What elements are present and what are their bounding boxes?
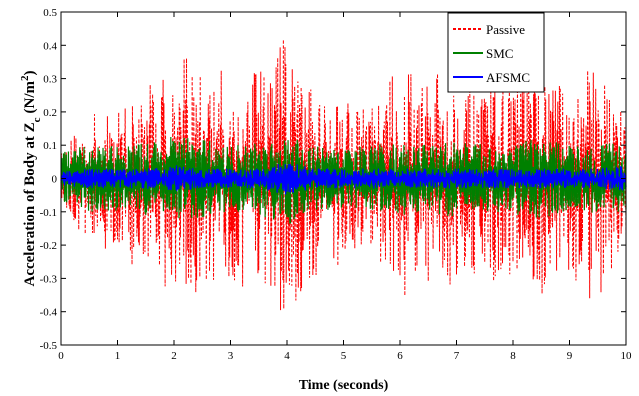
y-tick-label: 0.3: [43, 74, 57, 86]
series-line-afsmc: [60, 163, 627, 195]
y-tick-label: -0.1: [40, 207, 57, 219]
legend: Passive SMC AFSMC: [447, 12, 545, 93]
x-tick-label: 4: [284, 350, 290, 362]
y-axis-title-main: Acceleration of Body at Z: [22, 122, 38, 286]
y-tick-label: 0.1: [43, 140, 57, 152]
x-tick-label: 8: [510, 350, 516, 362]
y-tick-label: -0.3: [40, 273, 58, 285]
legend-label-smc: SMC: [486, 46, 513, 61]
y-tick-label: 0.4: [43, 40, 57, 52]
y-axis-title-sup: 2: [19, 75, 31, 81]
x-tick-label: 1: [115, 350, 121, 362]
y-axis-title-unit: (N/m: [22, 80, 38, 113]
x-tick-label: 10: [621, 350, 633, 362]
x-axis-title: Time (seconds): [299, 378, 389, 393]
y-tick-label: 0: [52, 174, 58, 186]
y-axis-title-sub: c: [31, 117, 43, 122]
legend-label-passive: Passive: [486, 22, 525, 37]
x-tick-label: 9: [567, 350, 573, 362]
y-tick-label: 0.2: [43, 107, 57, 119]
y-axis-title: Acceleration of Body at Zc (N/m2): [19, 70, 43, 286]
series-layer: [60, 39, 627, 311]
x-tick-label: 0: [58, 350, 64, 362]
legend-label-afsmc: AFSMC: [486, 70, 530, 85]
x-tick-label: 2: [171, 350, 177, 362]
x-tick-label: 3: [228, 350, 234, 362]
y-tick-label: 0.5: [43, 7, 57, 19]
x-tick-label: 5: [341, 350, 347, 362]
y-tick-label: -0.5: [40, 340, 58, 352]
x-tick-label: 6: [397, 350, 403, 362]
y-tick-label: -0.2: [40, 240, 57, 252]
y-axis-title-close: ): [22, 70, 38, 75]
x-tick-label: 7: [454, 350, 460, 362]
y-tick-label: -0.4: [40, 307, 58, 319]
ticks-layer: 0 1 2 3 4 5 6 7 8 9 10 -0.5 -0.4 -0.3 -0.2 -0.1 0 0.1 0.2 0…: [40, 7, 632, 362]
